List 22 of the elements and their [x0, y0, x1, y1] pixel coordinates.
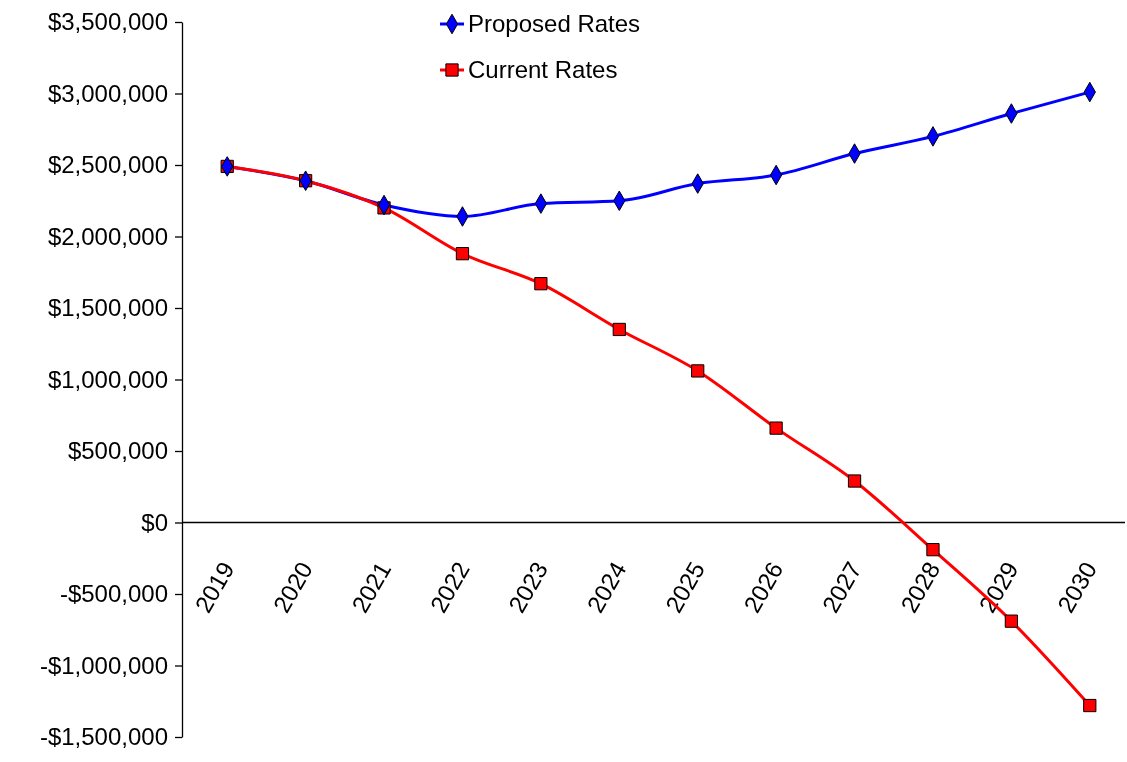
y-tick-label: -$1,500,000 — [39, 723, 168, 751]
y-tick-label: $1,000,000 — [47, 365, 168, 393]
point — [455, 247, 470, 261]
point — [847, 474, 862, 488]
y-tick-label: -$500,000 — [59, 580, 168, 608]
legend-label: Proposed Rates — [468, 10, 641, 38]
y-tick-label: $2,000,000 — [47, 222, 168, 250]
point — [769, 421, 783, 435]
y-tick-label: $500,000 — [67, 437, 168, 465]
point — [1083, 698, 1097, 713]
point — [1004, 614, 1018, 628]
y-tick-label: -$1,000,000 — [39, 651, 168, 679]
y-tick-label: $2,500,000 — [47, 151, 168, 179]
point — [691, 364, 705, 378]
legend-label: Current Rates — [468, 56, 618, 84]
point — [926, 543, 940, 557]
y-tick-label: $3,500,000 — [47, 8, 168, 36]
point — [534, 277, 548, 291]
point — [612, 322, 626, 337]
y-tick-label: $0 — [141, 508, 168, 536]
y-tick-label: $1,500,000 — [47, 294, 168, 322]
y-tick-label: $3,000,000 — [47, 79, 168, 107]
